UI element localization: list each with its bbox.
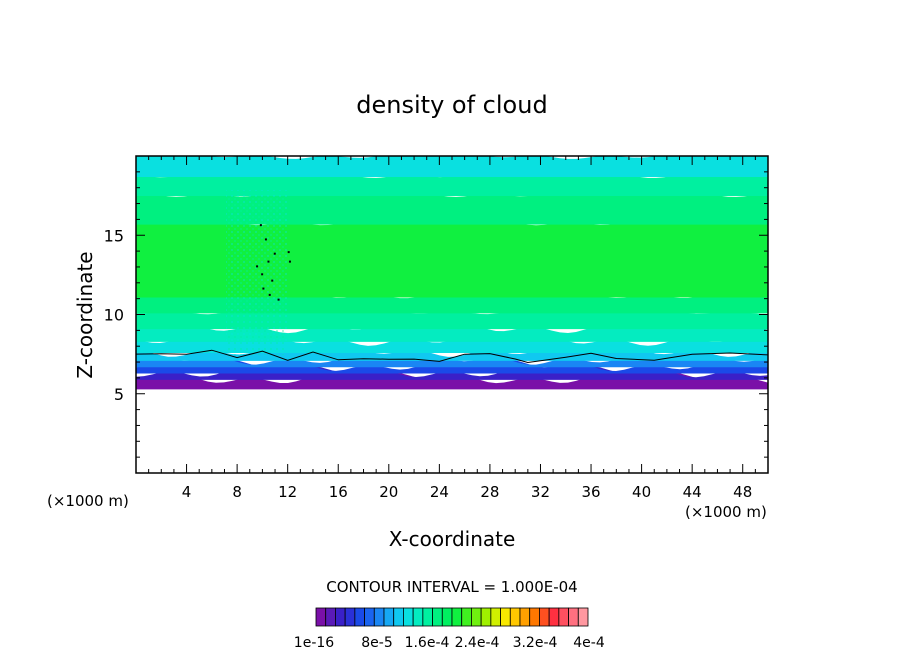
colorbar-label: 1e-16 <box>294 635 334 651</box>
y-axis-title: Z-coordinate <box>73 251 97 378</box>
colorbar-label: 1.6e-4 <box>405 635 450 651</box>
x-tick-label: 44 <box>683 483 702 501</box>
colorbar-swatch <box>422 607 433 627</box>
x-tick-label: 8 <box>232 483 242 501</box>
cloud-speck <box>268 293 271 296</box>
field-band <box>136 172 768 197</box>
colorbar-swatch <box>509 607 521 627</box>
cloud-speck <box>256 265 259 268</box>
y-tick-label: 15 <box>104 226 124 245</box>
x-unit-left: (×1000 m) <box>47 492 129 510</box>
colorbar-swatch <box>529 607 540 627</box>
cloud-speck <box>264 238 267 241</box>
colorbar-swatch <box>519 607 531 627</box>
colorbar-swatch <box>373 607 385 627</box>
x-tick-label: 40 <box>632 483 651 501</box>
colorbar-swatch <box>441 607 453 627</box>
colorbar-swatch <box>461 607 472 627</box>
field-band <box>136 156 768 178</box>
colorbar-swatch <box>577 607 589 627</box>
colorbar-swatch <box>364 607 375 627</box>
x-axis: 4 8 12 16 20 24 28 32 36 40 44 48 <box>148 156 756 501</box>
contour-interval-label: CONTOUR INTERVAL = 1.000E-04 <box>326 578 577 596</box>
cloud-speck <box>271 279 274 282</box>
contour-line <box>136 349 768 364</box>
colorbar-swatch <box>548 607 560 627</box>
x-tick-label: 36 <box>581 483 600 501</box>
colorbar-swatch <box>412 607 424 627</box>
convective-texture <box>226 190 288 355</box>
colorbar-swatch <box>480 607 492 627</box>
cloud-speck <box>267 260 270 263</box>
x-tick-label: 24 <box>430 483 449 501</box>
cloud-speck <box>288 260 291 263</box>
x-tick-label: 32 <box>531 483 550 501</box>
colorbar-swatch <box>539 607 550 627</box>
colorbar-swatch <box>500 607 511 627</box>
colorbar-swatch <box>344 607 356 627</box>
colorbar-label: 4e-4 <box>573 635 605 651</box>
colorbar-swatch <box>558 607 569 627</box>
field-band <box>136 308 768 330</box>
colorbar-swatch <box>568 607 579 627</box>
colorbar <box>315 607 589 627</box>
x-tick-label: 20 <box>379 483 398 501</box>
y-axis: 5 10 15 <box>104 171 768 458</box>
field-band <box>136 384 768 473</box>
colorbar-swatch <box>490 607 501 627</box>
y-tick-label: 10 <box>104 306 124 325</box>
colorbar-labels: 1e-16 8e-5 1.6e-4 2.4e-4 3.2e-4 4e-4 <box>294 635 605 651</box>
x-tick-label: 12 <box>278 483 297 501</box>
colorbar-swatch <box>393 607 404 627</box>
plot-area <box>136 156 768 473</box>
colorbar-swatch <box>325 607 336 627</box>
colorbar-label: 2.4e-4 <box>455 635 500 651</box>
colorbar-label: 3.2e-4 <box>513 635 558 651</box>
x-tick-label: 48 <box>733 483 752 501</box>
colorbar-swatch <box>471 607 482 627</box>
field-bands <box>136 156 768 473</box>
field-band <box>136 292 768 314</box>
cloud-cell-specks <box>256 224 291 301</box>
cloud-speck <box>259 224 262 227</box>
chart-title: density of cloud <box>356 91 547 119</box>
colorbar-swatch <box>383 607 395 627</box>
x-tick-label: 4 <box>182 483 192 501</box>
colorbar-swatch <box>354 607 365 627</box>
field-band <box>136 334 768 353</box>
colorbar-swatch <box>335 607 346 627</box>
colorbar-swatch <box>315 607 327 627</box>
x-unit-right: (×1000 m) <box>685 503 767 521</box>
y-tick-label: 5 <box>114 385 124 404</box>
colorbar-swatch <box>403 607 414 627</box>
cloud-speck <box>262 287 265 290</box>
field-band <box>136 219 768 298</box>
x-tick-label: 16 <box>329 483 348 501</box>
field-band <box>136 191 768 225</box>
x-tick-label: 28 <box>480 483 499 501</box>
cloud-speck <box>277 298 280 301</box>
colorbar-swatch <box>432 607 443 627</box>
colorbar-swatch <box>451 607 463 627</box>
cloud-speck <box>287 251 290 254</box>
x-axis-title: X-coordinate <box>389 527 516 551</box>
cloud-speck <box>273 252 276 255</box>
colorbar-label: 8e-5 <box>361 635 392 651</box>
cloud-speck <box>261 273 264 276</box>
